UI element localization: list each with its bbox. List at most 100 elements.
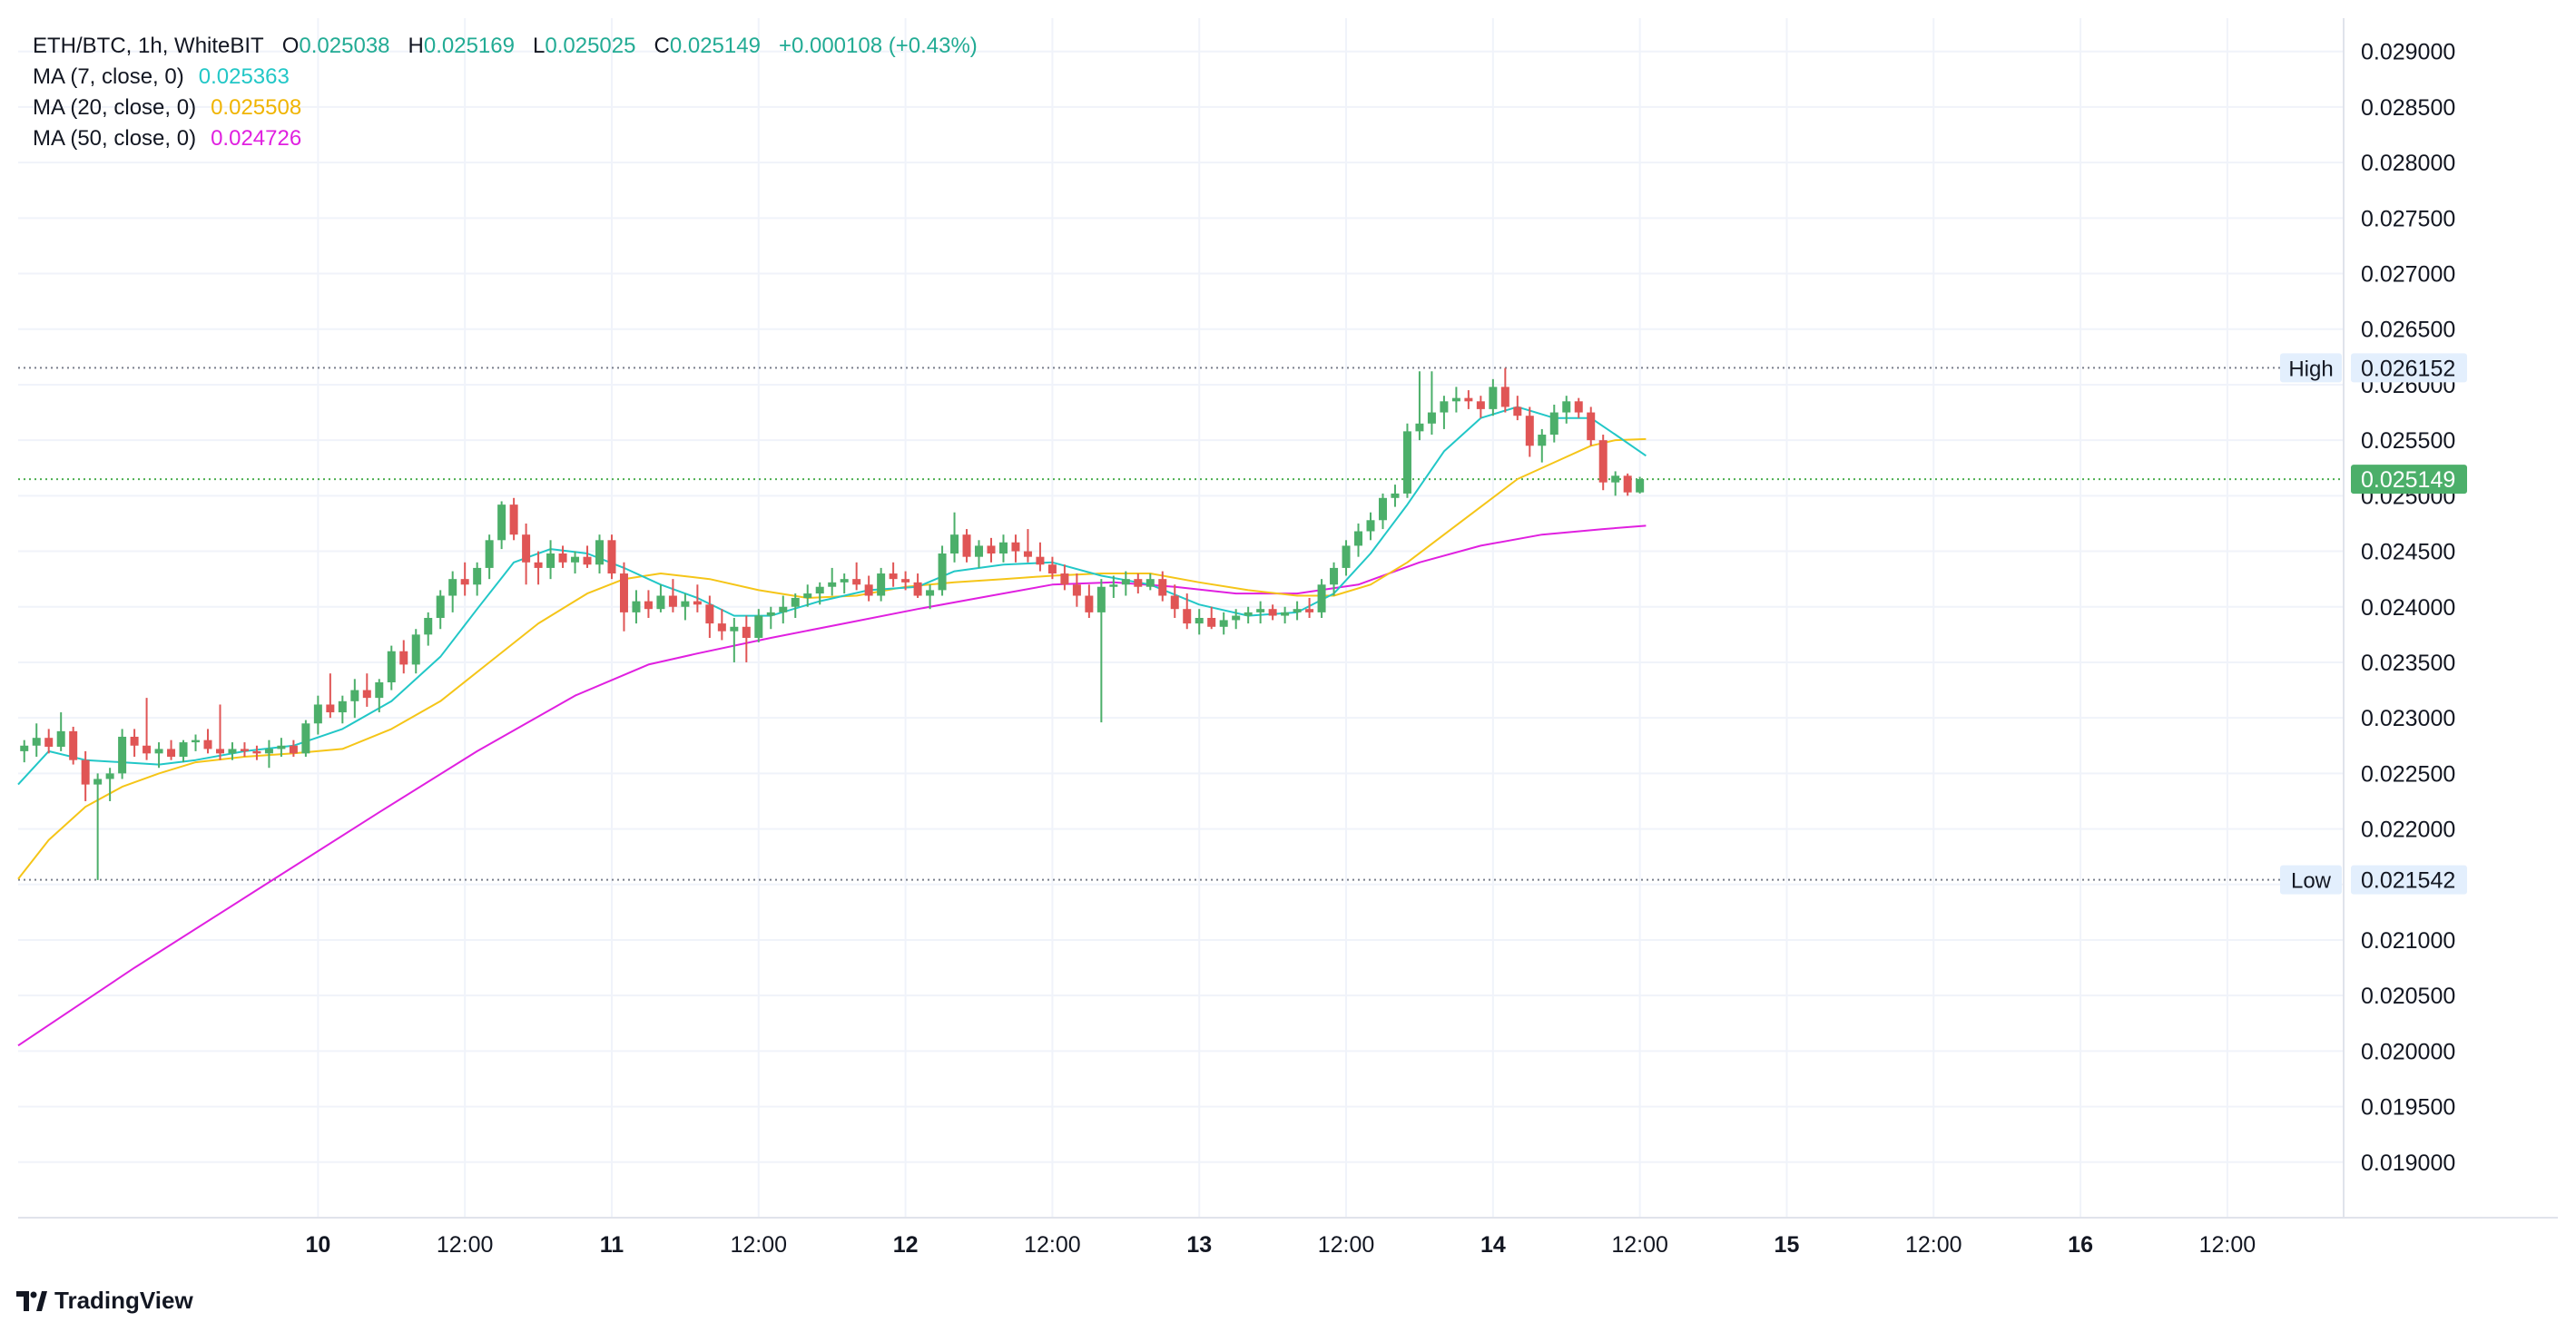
candle [387,645,396,690]
candle [1402,423,1411,498]
high-marker-label-box [2280,353,2342,383]
high-value: 0.025169 [423,34,515,58]
time-tick-label: 16 [2068,1232,2093,1258]
symbol-label[interactable]: ETH/BTC, 1h, WhiteBIT [33,34,264,58]
grid [18,18,2344,1218]
candles[interactable] [20,367,1645,880]
candle [1072,573,1081,607]
candle [20,739,29,763]
time-tick-label: 12:00 [2199,1232,2256,1258]
candle [1109,575,1118,598]
candle-body [411,634,420,665]
tradingview-wordmark: TradingView [54,1287,193,1314]
time-axis[interactable]: 10 12:00 11 12:00 12 12:00 13 12:00 14 12:00 15 12:… [305,1232,2256,1258]
ma20-row[interactable]: MA (20, close, 0) 0.025508 [33,93,978,123]
candle-body [828,582,837,587]
candle [69,726,78,765]
candle [1549,404,1558,443]
candle [1464,390,1473,409]
candle [950,512,959,563]
ma20-value: 0.025508 [211,95,302,120]
candle-body [1232,615,1241,621]
candle [1281,606,1290,624]
candle-body [730,626,739,632]
ma20-label: MA (20, close, 0) [33,95,197,120]
candle-body [705,604,714,624]
price-axis[interactable]: 0.029000 0.028500 0.028000 0.027500 0.027000… [2361,40,2455,1176]
candle-body [1023,551,1032,557]
candle [179,739,188,763]
low-marker-value-box [2351,865,2467,895]
candle-body [399,651,408,665]
tradingview-logo[interactable]: TradingView [16,1287,193,1315]
candle [301,720,310,758]
candle-body [1072,584,1081,596]
candle [1525,406,1534,457]
candle [118,729,127,779]
candle [1134,573,1143,594]
price-tick-label: 0.026500 [2361,318,2455,343]
candle [668,579,677,612]
high-marker-label: High [2288,357,2333,381]
price-tick-label: 0.029000 [2361,40,2455,65]
candle [1232,609,1241,630]
candle [840,573,849,594]
candle-body [460,579,469,585]
candle [473,562,482,596]
ma20-line [17,437,1647,880]
time-tick-label: 12:00 [1905,1232,1962,1258]
candle [962,529,971,563]
candle-body [252,750,261,754]
tradingview-logo-icon [16,1290,47,1311]
candle-body [779,606,788,612]
candle-body [742,626,751,639]
candle [1060,564,1069,591]
candle-body [228,749,237,754]
candle-body [1183,609,1192,624]
candle-body [179,742,188,758]
candle [1244,606,1253,624]
candle-body [20,745,29,751]
price-tick-label: 0.028500 [2361,95,2455,121]
candle [289,739,298,758]
candle [81,750,90,801]
reference-lines [18,367,2344,881]
candle-body [998,542,1008,554]
ma7-row[interactable]: MA (7, close, 0) 0.025363 [33,62,978,93]
candle-body [1611,475,1620,483]
candle-body [130,736,139,746]
candle [203,729,212,754]
high-marker-value-box [2351,353,2467,383]
chart-legend: ETH/BTC, 1h, WhiteBIT O0.025038 H0.02516… [33,31,978,154]
candle [1415,371,1424,441]
ma50-row[interactable]: MA (50, close, 0) 0.024726 [33,123,978,154]
candle-body [44,738,54,747]
candle-body [56,730,65,747]
price-tick-label: 0.023500 [2361,651,2455,676]
candle-body [1402,431,1411,494]
price-tick-label: 0.025500 [2361,428,2455,454]
candle-body [1525,416,1534,446]
candle-body [1549,412,1558,436]
candle-body [326,704,335,713]
candle-body [1538,435,1547,446]
candle-body [289,745,298,754]
candle [815,582,824,605]
candle [56,712,65,751]
candle-body [473,567,482,585]
time-tick-label: 12:00 [731,1232,788,1258]
candle-body [1636,478,1645,493]
candle [411,629,420,674]
candle [1293,601,1302,621]
candle [1598,435,1608,491]
candle [632,590,641,624]
candle-body [668,595,677,607]
candle [1623,473,1632,496]
candle-body [362,690,371,699]
candle-body [656,595,665,610]
candle [1023,529,1032,563]
candle [228,742,237,760]
candle [766,606,775,630]
candle-body [1096,586,1106,612]
